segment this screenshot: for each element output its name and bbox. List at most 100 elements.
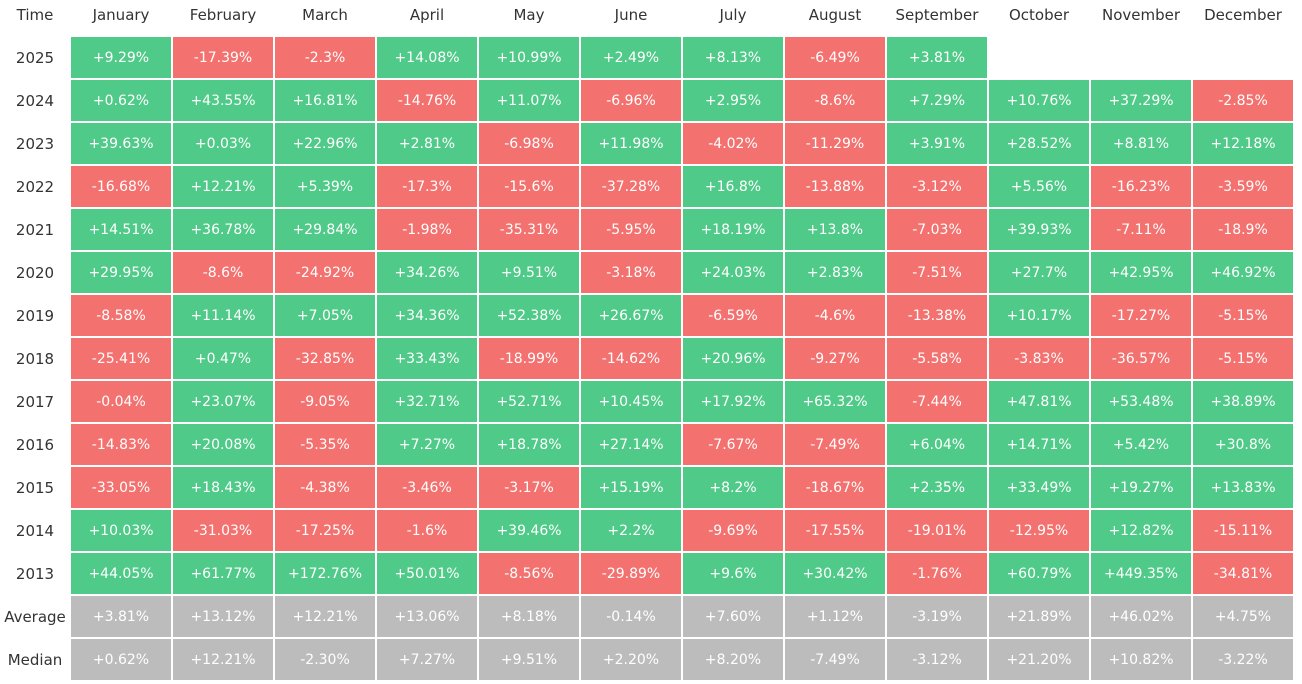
return-cell: +4.75%: [1193, 596, 1293, 637]
row-label: 2013: [15, 564, 55, 583]
return-cell: +16.8%: [683, 166, 783, 207]
return-cell: -6.98%: [479, 123, 579, 164]
return-cell: +5.39%: [275, 166, 375, 207]
return-cell: +1.12%: [785, 596, 885, 637]
return-cell: -33.05%: [71, 467, 171, 508]
return-cell: +12.21%: [173, 166, 273, 207]
return-cell: +33.43%: [377, 338, 477, 379]
return-cell: -3.12%: [887, 639, 987, 680]
return-cell: +11.14%: [173, 295, 273, 336]
return-cell: -4.6%: [785, 295, 885, 336]
return-cell: +14.08%: [377, 37, 477, 78]
row-label: 2014: [15, 521, 55, 540]
return-cell: +27.14%: [581, 424, 681, 465]
return-cell: +9.6%: [683, 553, 783, 594]
return-cell: -16.68%: [71, 166, 171, 207]
return-cell: +61.77%: [173, 553, 273, 594]
return-cell: -0.04%: [71, 381, 171, 422]
return-cell: +19.27%: [1091, 467, 1191, 508]
return-cell: +23.07%: [173, 381, 273, 422]
row-label: 2015: [15, 478, 55, 497]
return-cell: +7.29%: [887, 80, 987, 121]
row-label: 2020: [15, 263, 55, 282]
return-cell: +17.92%: [683, 381, 783, 422]
return-cell: +2.20%: [581, 639, 681, 680]
return-cell: -14.83%: [71, 424, 171, 465]
return-cell: -35.31%: [479, 209, 579, 250]
return-cell: -4.02%: [683, 123, 783, 164]
return-cell: +0.62%: [71, 80, 171, 121]
return-cell: +7.05%: [275, 295, 375, 336]
return-cell: -13.88%: [785, 166, 885, 207]
return-cell: -13.38%: [887, 295, 987, 336]
return-cell: +14.51%: [71, 209, 171, 250]
return-cell: +39.46%: [479, 510, 579, 551]
return-cell: +50.01%: [377, 553, 477, 594]
return-cell: -29.89%: [581, 553, 681, 594]
return-cell: +16.81%: [275, 80, 375, 121]
return-cell: +13.12%: [173, 596, 273, 637]
return-cell: -9.69%: [683, 510, 783, 551]
return-cell: -18.9%: [1193, 209, 1293, 250]
column-header: May: [513, 6, 545, 24]
return-cell: +34.26%: [377, 252, 477, 293]
column-header: February: [189, 6, 257, 24]
return-cell: +0.62%: [71, 639, 171, 680]
return-cell: -15.11%: [1193, 510, 1293, 551]
return-cell: -9.27%: [785, 338, 885, 379]
row-label: 2021: [15, 220, 55, 239]
return-cell: +0.03%: [173, 123, 273, 164]
column-header: October: [1008, 6, 1070, 24]
return-cell: +38.89%: [1193, 381, 1293, 422]
return-cell: +18.78%: [479, 424, 579, 465]
return-cell: -3.18%: [581, 252, 681, 293]
return-cell: -17.3%: [377, 166, 477, 207]
return-cell: -2.30%: [275, 639, 375, 680]
return-cell: +8.13%: [683, 37, 783, 78]
return-cell: +47.81%: [989, 381, 1089, 422]
return-cell: +2.2%: [581, 510, 681, 551]
column-header: March: [302, 6, 348, 24]
row-label: 2019: [15, 306, 55, 325]
return-cell: +60.79%: [989, 553, 1089, 594]
return-cell: -1.6%: [377, 510, 477, 551]
return-cell: +10.76%: [989, 80, 1089, 121]
return-cell: -7.03%: [887, 209, 987, 250]
return-cell: +2.49%: [581, 37, 681, 78]
return-cell: +42.95%: [1091, 252, 1191, 293]
return-cell: -2.3%: [275, 37, 375, 78]
return-cell: +39.63%: [71, 123, 171, 164]
return-cell: -6.49%: [785, 37, 885, 78]
return-cell: +9.29%: [71, 37, 171, 78]
return-cell: +36.78%: [173, 209, 273, 250]
column-header: November: [1101, 6, 1181, 24]
return-cell: +22.96%: [275, 123, 375, 164]
return-cell: +13.83%: [1193, 467, 1293, 508]
return-cell: +8.18%: [479, 596, 579, 637]
return-cell: +7.27%: [377, 424, 477, 465]
return-cell: +0.47%: [173, 338, 273, 379]
return-cell: +44.05%: [71, 553, 171, 594]
return-cell: +53.48%: [1091, 381, 1191, 422]
column-header: December: [1204, 6, 1282, 24]
return-cell: +11.98%: [581, 123, 681, 164]
return-cell: +13.06%: [377, 596, 477, 637]
return-cell: +10.03%: [71, 510, 171, 551]
return-cell: +8.20%: [683, 639, 783, 680]
return-cell: -3.12%: [887, 166, 987, 207]
return-cell: +7.27%: [377, 639, 477, 680]
return-cell: -9.05%: [275, 381, 375, 422]
return-cell: +3.81%: [887, 37, 987, 78]
return-cell: +30.42%: [785, 553, 885, 594]
return-cell: +24.03%: [683, 252, 783, 293]
return-cell: +27.7%: [989, 252, 1089, 293]
return-cell: -7.44%: [887, 381, 987, 422]
return-cell: -3.59%: [1193, 166, 1293, 207]
return-cell: +52.71%: [479, 381, 579, 422]
return-cell: +30.8%: [1193, 424, 1293, 465]
return-cell: -19.01%: [887, 510, 987, 551]
return-cell: -5.15%: [1193, 338, 1293, 379]
row-label: 2023: [15, 134, 55, 153]
return-cell: -17.55%: [785, 510, 885, 551]
return-cell: +9.51%: [479, 639, 579, 680]
